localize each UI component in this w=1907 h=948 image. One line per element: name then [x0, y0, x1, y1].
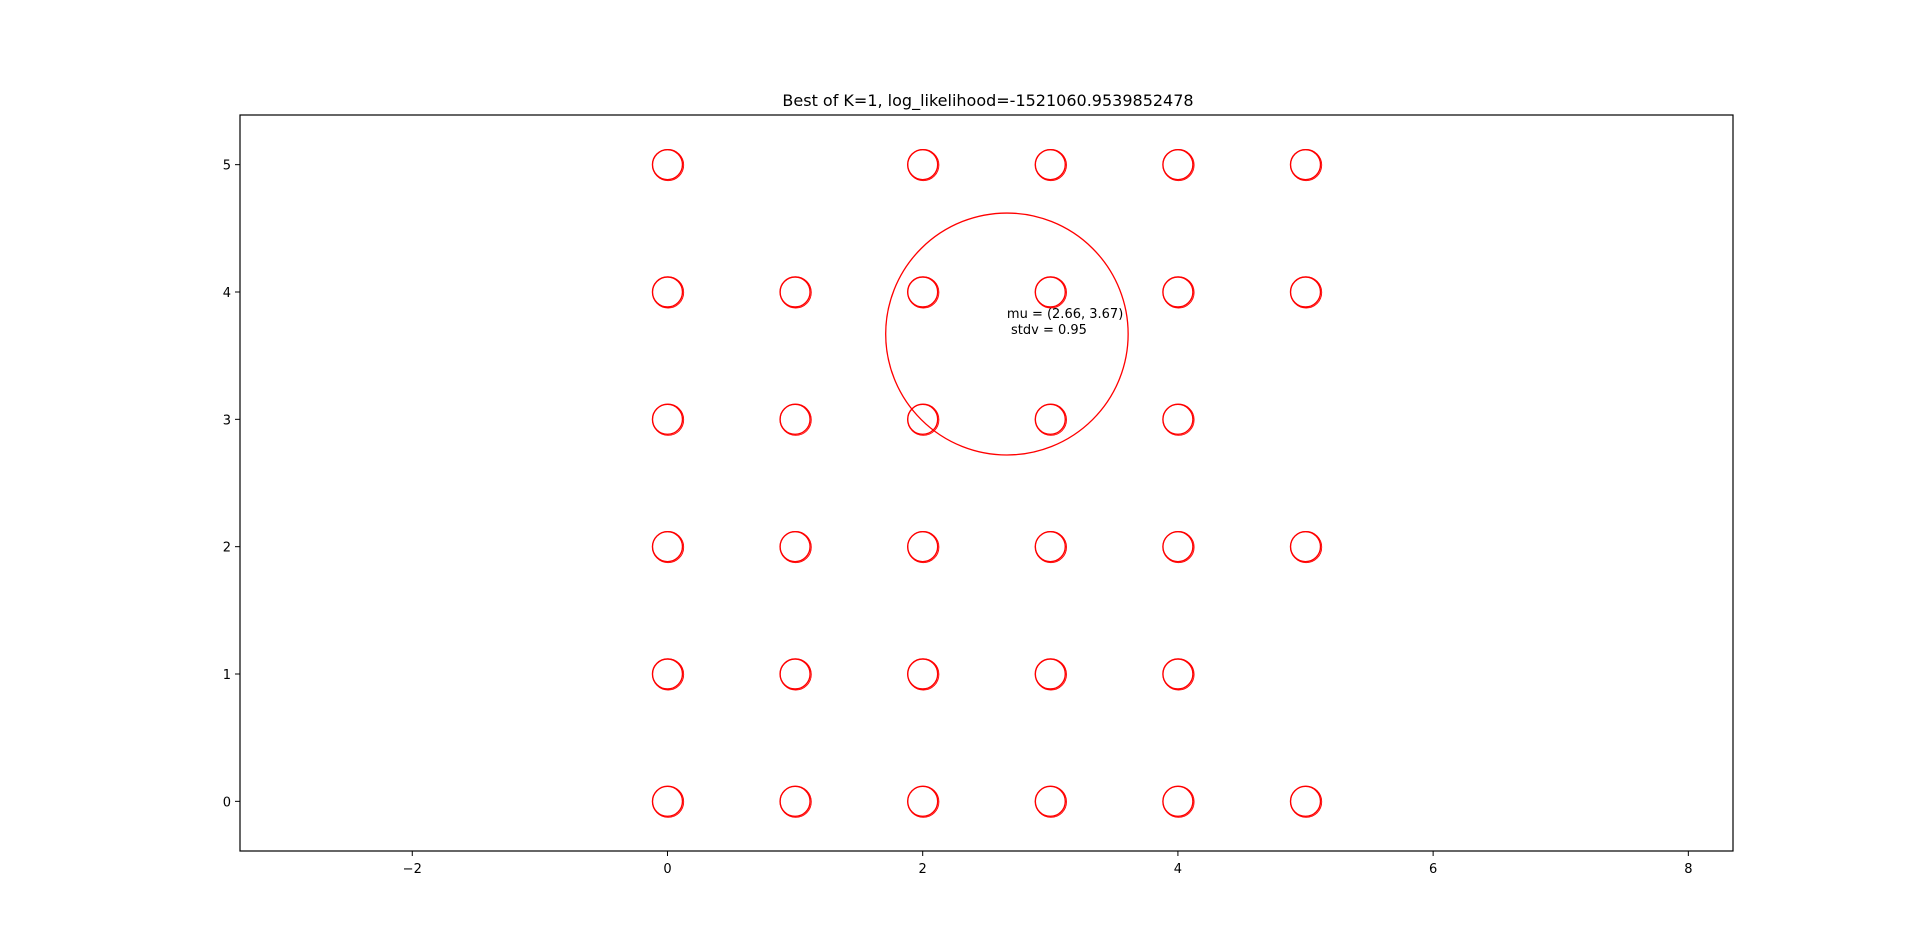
data-marks: [651, 148, 1323, 818]
x-tick-label: 0: [663, 862, 671, 877]
data-point: [651, 785, 685, 818]
data-point: [779, 785, 812, 818]
data-point: [651, 658, 685, 691]
x-axis: −2 0 2 4 6 8: [403, 851, 1692, 877]
data-point: [1034, 148, 1067, 182]
data-point: [1034, 276, 1067, 309]
data-point: [651, 403, 685, 436]
data-point: [1034, 658, 1067, 691]
y-tick-label: 3: [223, 413, 231, 428]
data-point: [651, 530, 685, 564]
data-point: [1289, 276, 1323, 309]
data-point: [1289, 785, 1323, 818]
gaussian-mu-label: mu = (2.66, 3.67): [1007, 307, 1123, 322]
chart-title: Best of K=1, log_likelihood=-1521060.953…: [782, 91, 1193, 111]
data-point: [1289, 148, 1323, 182]
data-point: [1162, 658, 1195, 691]
y-tick-label: 4: [223, 286, 231, 301]
x-tick-label: 8: [1684, 862, 1692, 877]
data-point: [906, 403, 940, 436]
data-point: [1034, 403, 1067, 436]
data-point: [1034, 530, 1067, 564]
gaussian-stdv-label: stdv = 0.95: [1007, 323, 1087, 338]
data-point: [651, 276, 685, 309]
data-point: [1162, 276, 1195, 309]
gaussian-stdv-circle: [885, 212, 1129, 456]
data-point: [1162, 403, 1195, 436]
y-tick-label: 0: [223, 795, 231, 810]
x-tick-label: 4: [1174, 862, 1182, 877]
y-tick-label: 2: [223, 541, 231, 556]
data-point: [906, 785, 940, 818]
gaussian-component: mu = (2.66, 3.67) stdv = 0.95: [885, 212, 1129, 456]
plot-area-frame: [239, 114, 1734, 852]
x-tick-label: −2: [403, 862, 422, 877]
data-point: [1162, 785, 1195, 818]
data-point: [1162, 530, 1195, 564]
y-axis: 0 1 2 3 4 5: [223, 159, 240, 810]
data-point: [779, 276, 812, 309]
x-tick-label: 6: [1429, 862, 1437, 877]
data-point: [1162, 148, 1195, 182]
x-tick-label: 2: [919, 862, 927, 877]
data-point: [1034, 785, 1067, 818]
data-point: [1289, 530, 1323, 564]
data-point: [906, 148, 940, 182]
data-point: [906, 658, 940, 691]
data-point: [906, 530, 940, 564]
data-point: [906, 276, 940, 309]
y-tick-label: 1: [223, 668, 231, 683]
data-point: [651, 148, 685, 182]
y-tick-label: 5: [223, 159, 231, 174]
data-point: [779, 658, 812, 691]
data-point: [779, 530, 812, 564]
data-point: [779, 403, 812, 436]
